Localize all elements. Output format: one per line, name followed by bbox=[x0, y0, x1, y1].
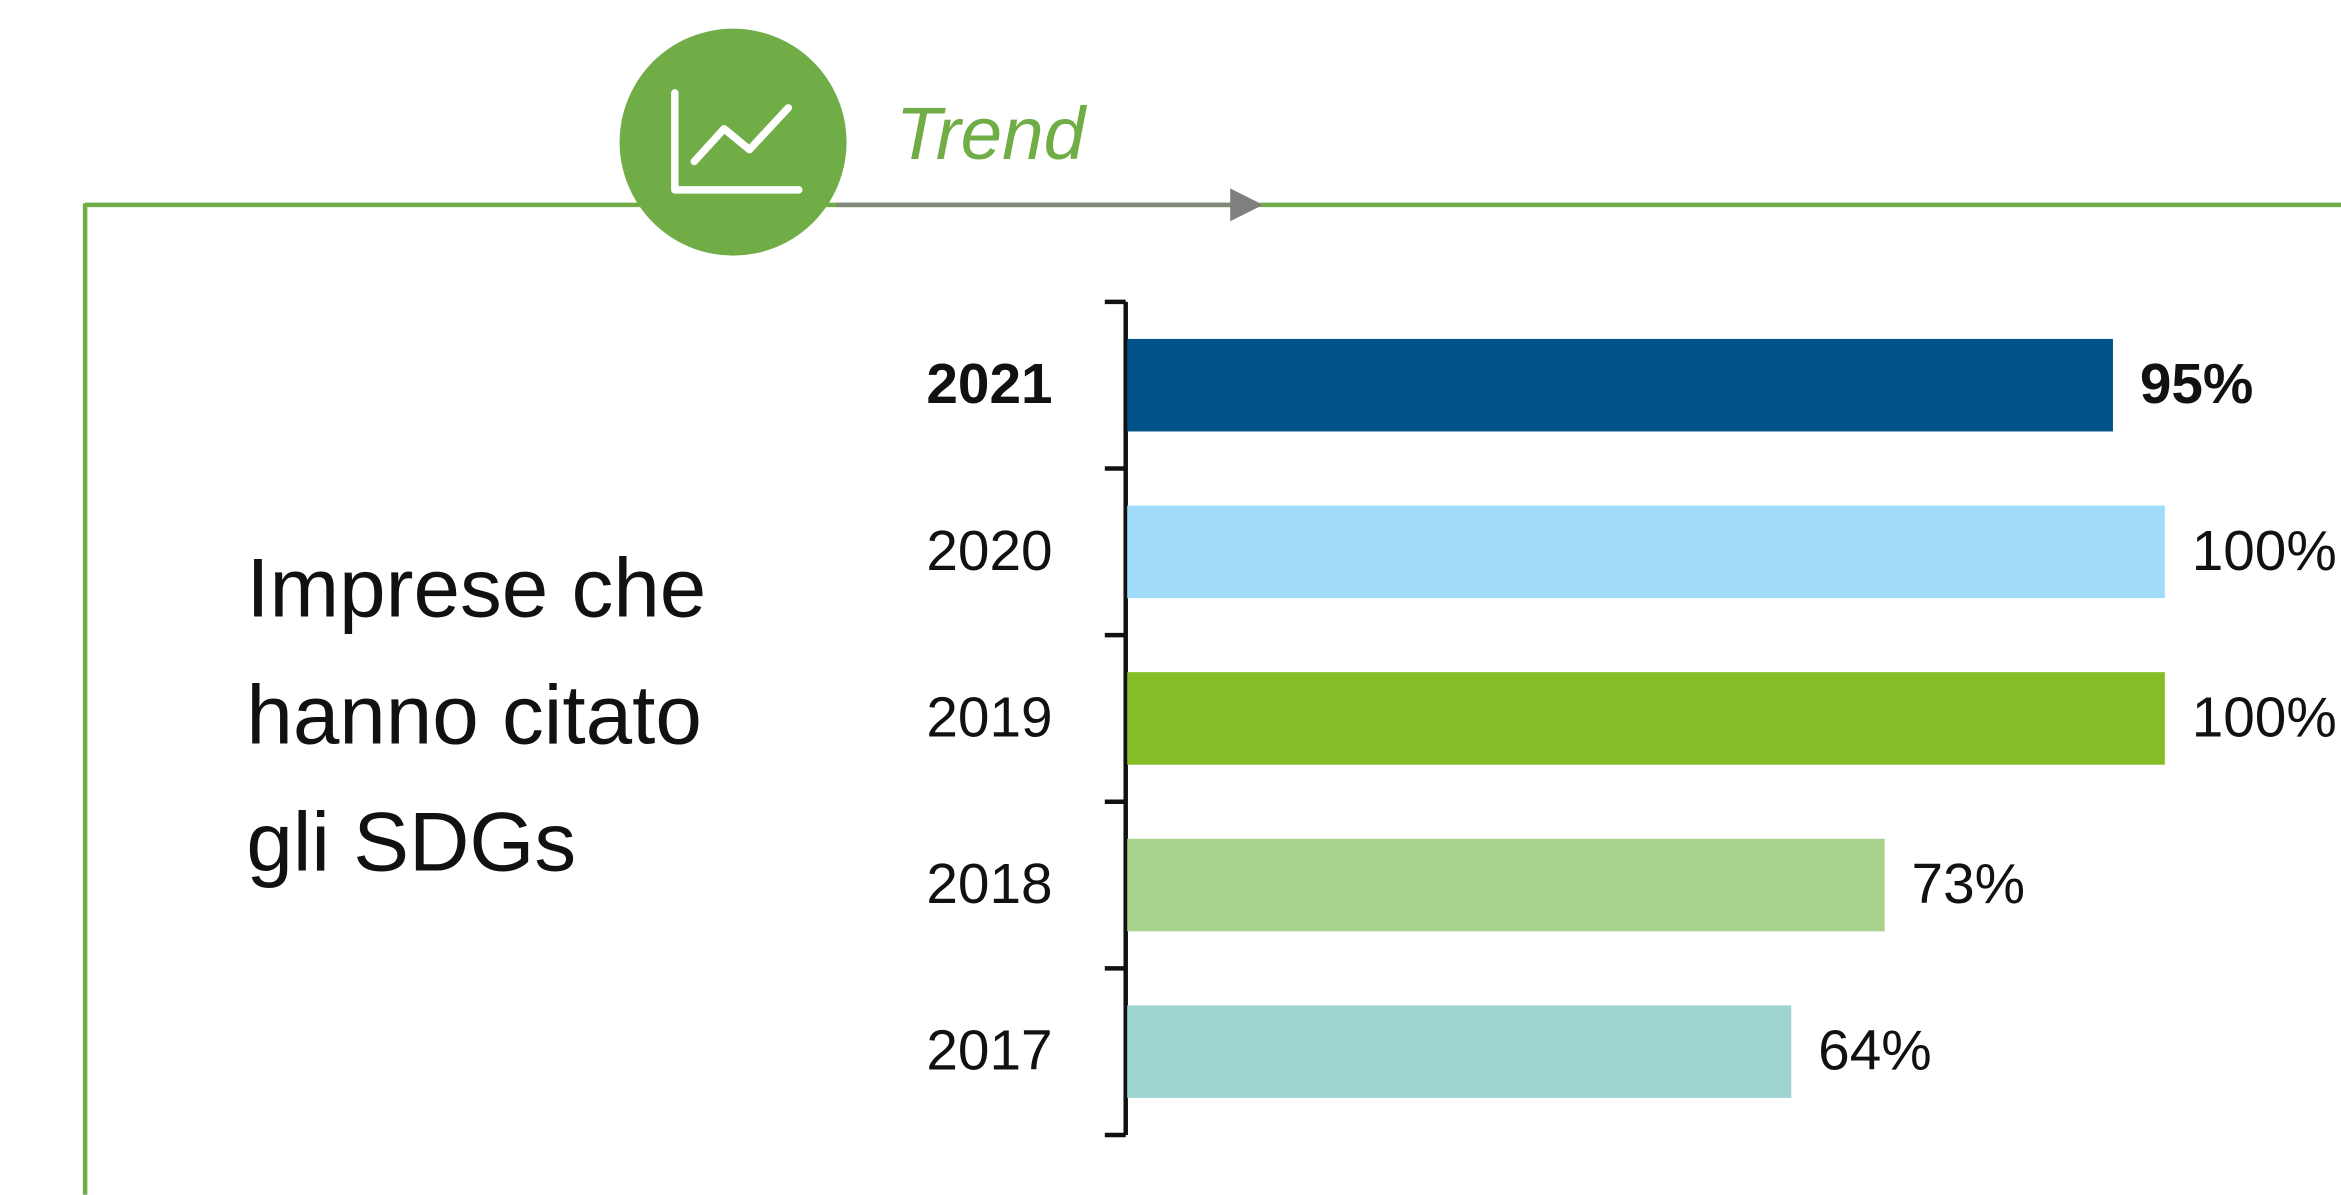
category-label: 2017 bbox=[926, 1020, 1052, 1083]
arrow-head bbox=[1230, 188, 1264, 222]
icon-circle bbox=[619, 28, 847, 256]
bar bbox=[1127, 1005, 1792, 1098]
category-label: 2019 bbox=[926, 686, 1052, 749]
bar bbox=[1127, 505, 2165, 599]
side-label: Imprese che bbox=[246, 541, 706, 635]
value-label: 100% bbox=[2192, 520, 2337, 583]
trend-icon bbox=[671, 89, 803, 194]
bar bbox=[1127, 838, 1885, 932]
bar bbox=[1127, 672, 2165, 765]
value-label: 73% bbox=[1912, 853, 2026, 916]
category-label: 2018 bbox=[926, 853, 1052, 916]
value-label: 95% bbox=[2140, 353, 2254, 416]
header-title: Trend bbox=[896, 91, 1088, 175]
category-label: 2020 bbox=[926, 520, 1052, 583]
bar bbox=[1127, 338, 2113, 432]
side-label: hanno citato bbox=[246, 667, 701, 761]
category-label: 2021 bbox=[926, 353, 1052, 416]
value-label: 64% bbox=[1818, 1020, 1932, 1083]
side-label: gli SDGs bbox=[246, 794, 576, 888]
value-label: 100% bbox=[2192, 686, 2337, 749]
